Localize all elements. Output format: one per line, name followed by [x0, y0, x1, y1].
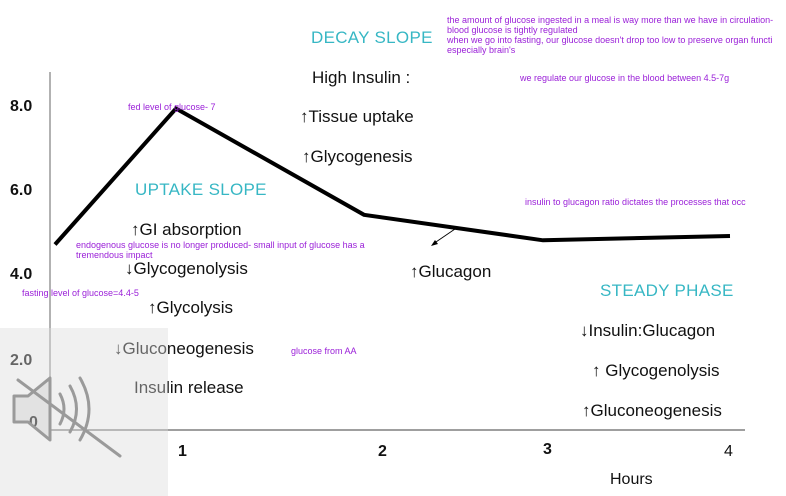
uptake-item: ↑Glycolysis [148, 298, 234, 317]
annotation-from-aa: glucose from AA [291, 346, 357, 356]
x-tick-label: 4 [724, 443, 733, 460]
annotation-fasting-level: fasting level of glucose=4.4-5 [22, 288, 139, 298]
speaker-muted-icon[interactable] [0, 328, 168, 496]
y-tick-label: 4.0 [10, 266, 33, 283]
annotation-line: blood glucose is tightly regulated [447, 25, 578, 35]
y-tick-label: 2.0 [10, 352, 33, 369]
decay-item: ↑Glycogenesis [302, 147, 413, 166]
annotation-line: especially brain's [447, 45, 516, 55]
steady-item: ↑ Glycogenolysis [592, 361, 720, 380]
decay-item: High Insulin : [312, 68, 411, 87]
glucose-curve [53, 105, 731, 246]
uptake-item: ↓Gluconeogenesis [114, 339, 254, 358]
y-tick-label: 0 [29, 414, 38, 432]
uptake-item: ↑GI absorption [131, 220, 242, 239]
y-tick-label: 8.0 [10, 98, 33, 115]
annotation-line: endogenous glucose is no longer produced… [76, 240, 365, 250]
annotation-regulate: we regulate our glucose in the blood bet… [520, 73, 730, 83]
x-tick-label: 3 [543, 441, 552, 458]
steady-phase-heading: STEADY PHASE [600, 281, 734, 300]
annotation-fed-level: fed level of glucose- 7 [128, 102, 216, 112]
decay-item: ↑Tissue uptake [300, 107, 414, 126]
y-tick-label: 6.0 [10, 182, 33, 199]
annotation-line: the amount of glucose ingested in a meal… [447, 15, 774, 25]
mute-overlay[interactable] [0, 328, 168, 496]
uptake-item: Insulin release [134, 378, 244, 397]
x-axis-label: Hours [610, 471, 653, 488]
x-tick-label: 2 [378, 443, 387, 460]
steady-item: ↓Insulin:Glucagon [580, 321, 716, 340]
steady-item: ↑Gluconeogenesis [582, 401, 722, 420]
decay-slope-heading: DECAY SLOPE [311, 28, 433, 47]
glucagon-label: ↑Glucagon [410, 262, 492, 281]
glucagon-pointer-arrow [431, 228, 456, 246]
annotation-ratio: insulin to glucagon ratio dictates the p… [525, 197, 746, 207]
annotation-top-notes: the amount of glucose ingested in a meal… [447, 15, 773, 55]
x-tick-label: 1 [178, 443, 187, 460]
uptake-slope-heading: UPTAKE SLOPE [135, 180, 267, 199]
annotation-endogenous: endogenous glucose is no longer produced… [76, 240, 365, 260]
annotation-line: tremendous impact [76, 250, 153, 260]
annotation-line: when we go into fasting, our glucose doe… [447, 35, 773, 45]
uptake-item: ↓Glycogenolysis [125, 259, 248, 278]
